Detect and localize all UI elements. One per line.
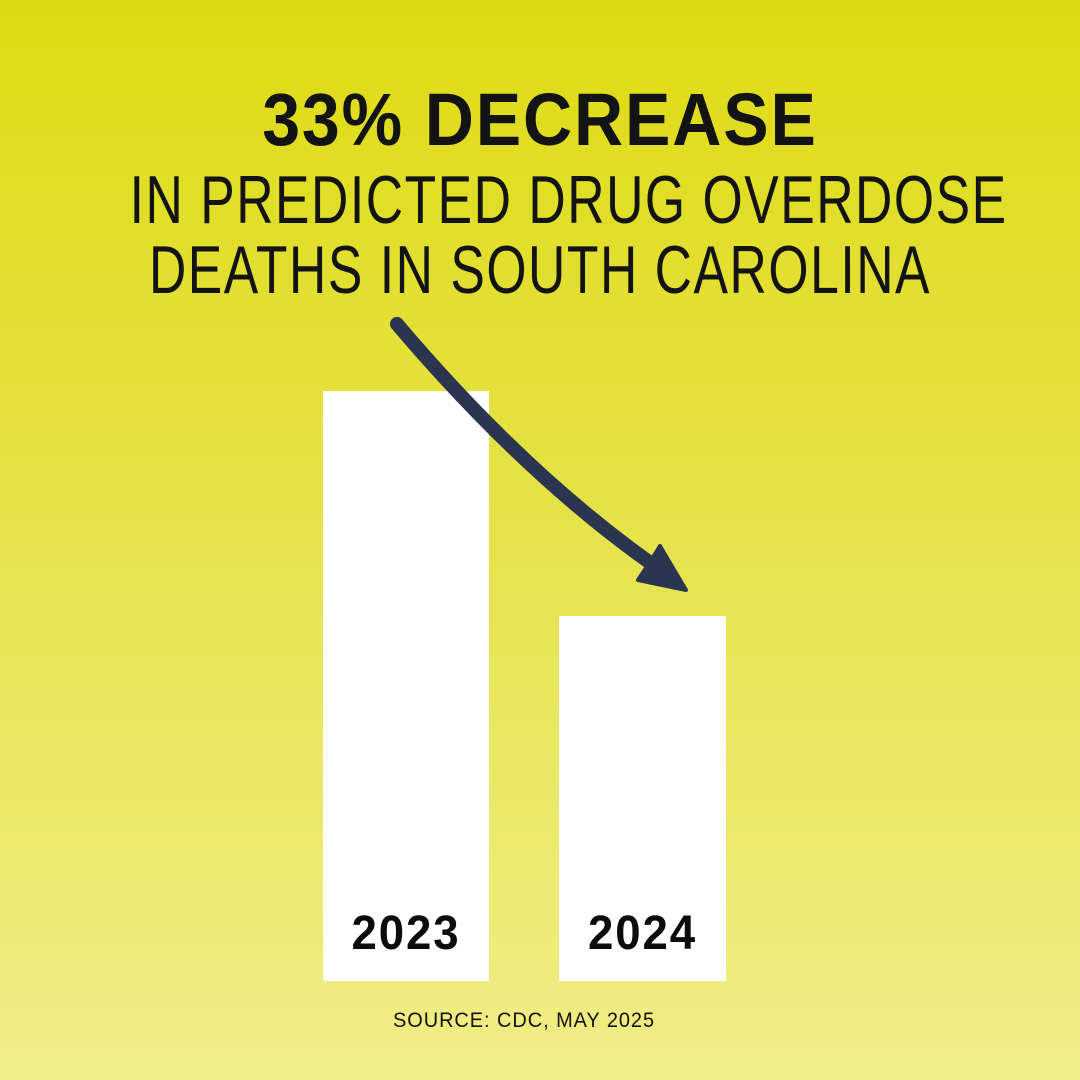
headline-subtitle-line1: IN PREDICTED DRUG OVERDOSE: [129, 162, 1008, 238]
bar-label-2024: 2024: [587, 907, 698, 960]
bar-2024: 2024: [559, 616, 726, 981]
source-attribution: SOURCE: CDC, MAY 2025: [392, 1009, 656, 1032]
headline-subtitle-line2: DEATHS IN SOUTH CAROLINA: [148, 232, 932, 308]
bar-2023: 2023: [323, 391, 489, 981]
arrow-head: [636, 544, 688, 592]
bar-label-2023: 2023: [351, 907, 461, 960]
headline-percentage: 33% DECREASE: [262, 78, 818, 161]
